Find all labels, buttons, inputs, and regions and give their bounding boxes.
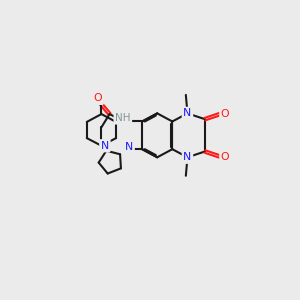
- Text: O: O: [221, 152, 230, 162]
- Text: N: N: [101, 141, 109, 151]
- Text: N: N: [183, 108, 192, 118]
- Text: O: O: [94, 93, 102, 103]
- Text: NH: NH: [115, 113, 130, 123]
- Text: N: N: [125, 142, 133, 152]
- Text: O: O: [221, 109, 230, 119]
- Text: N: N: [183, 152, 192, 162]
